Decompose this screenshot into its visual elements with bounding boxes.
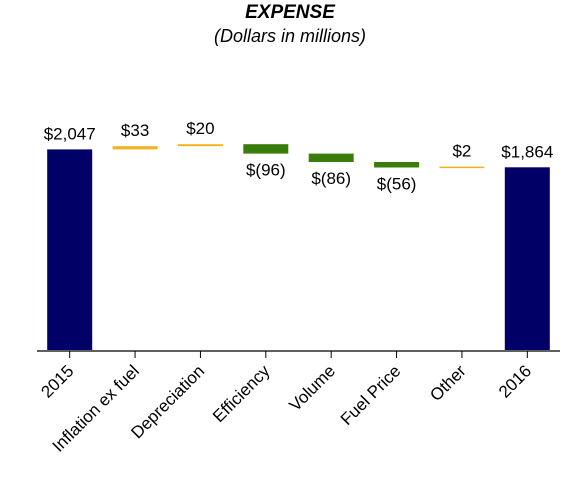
- bar-volume: [308, 153, 354, 162]
- x-tick-label: 2016: [495, 361, 535, 401]
- bar-efficiency: [243, 144, 289, 154]
- data-label: $(96): [246, 161, 286, 180]
- data-label: $2,047: [44, 124, 96, 143]
- x-tick-label: Fuel Price: [337, 361, 405, 429]
- data-labels: $2,047 $33 $20 $(96) $(86) $(56) $2 $1,864: [44, 119, 554, 193]
- x-tick-label: Efficiency: [209, 361, 274, 426]
- data-label: $(86): [311, 169, 351, 188]
- data-label: $(56): [377, 175, 417, 194]
- chart-title: EXPENSE: [245, 2, 335, 23]
- data-label: $33: [121, 121, 149, 140]
- x-tick-label: Other: [426, 361, 470, 405]
- bar-2016: [504, 167, 550, 350]
- x-tick-label: 2015: [37, 361, 77, 401]
- bar-depreciation: [177, 144, 223, 147]
- x-tick-label: Volume: [285, 361, 339, 415]
- bar-fuel-price: [374, 162, 420, 168]
- chart-subtitle: (Dollars in millions): [213, 26, 367, 46]
- x-axis: [37, 350, 560, 358]
- data-label: $20: [186, 119, 214, 138]
- bar-inflation-ex-fuel: [112, 146, 158, 150]
- data-label: $1,864: [501, 142, 553, 161]
- bar-2015: [47, 149, 93, 350]
- bars-layer: [47, 144, 550, 350]
- data-label: $2: [452, 142, 471, 161]
- bar-other: [439, 166, 485, 169]
